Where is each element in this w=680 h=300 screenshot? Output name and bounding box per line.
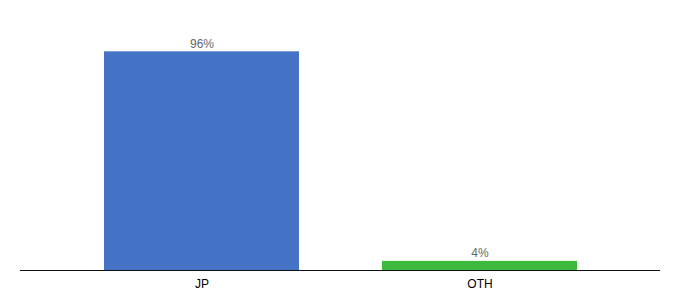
svg-text:JP: JP <box>195 277 209 291</box>
svg-text:4%: 4% <box>471 246 489 260</box>
svg-text:OTH: OTH <box>467 277 492 291</box>
svg-text:96%: 96% <box>190 37 214 51</box>
